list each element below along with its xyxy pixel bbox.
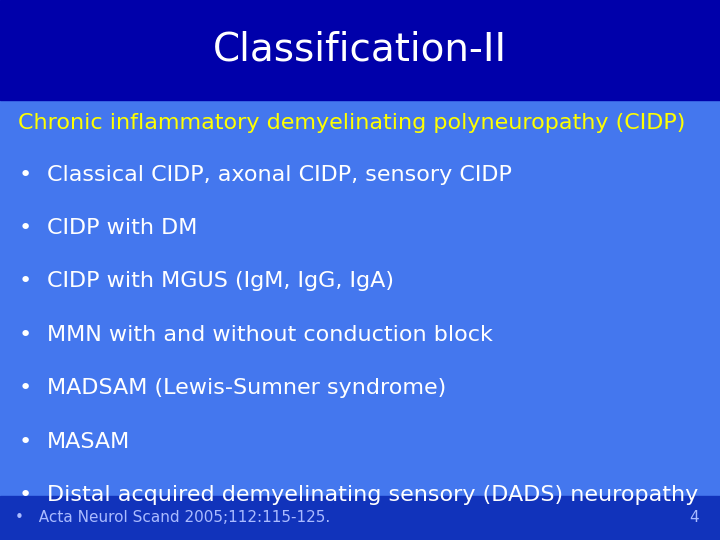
Text: Distal acquired demyelinating sensory (DADS) neuropathy: Distal acquired demyelinating sensory (D… <box>47 485 698 505</box>
Text: •: • <box>19 165 32 185</box>
Bar <box>0 0 720 100</box>
Text: •: • <box>19 431 32 451</box>
Text: •: • <box>19 272 32 292</box>
Text: MMN with and without conduction block: MMN with and without conduction block <box>47 325 492 345</box>
Text: •: • <box>19 218 32 238</box>
Bar <box>0 496 720 540</box>
Text: Chronic inflammatory demyelinating polyneuropathy (CIDP): Chronic inflammatory demyelinating polyn… <box>18 113 685 133</box>
Text: Classification-II: Classification-II <box>213 31 507 69</box>
Text: •: • <box>19 485 32 505</box>
Text: •: • <box>19 325 32 345</box>
Text: CIDP with MGUS (IgM, IgG, IgA): CIDP with MGUS (IgM, IgG, IgA) <box>47 272 394 292</box>
Text: •: • <box>19 378 32 398</box>
Text: Acta Neurol Scand 2005;112:115-125.: Acta Neurol Scand 2005;112:115-125. <box>29 510 330 525</box>
Text: MADSAM (Lewis-Sumner syndrome): MADSAM (Lewis-Sumner syndrome) <box>47 378 446 398</box>
Text: MASAM: MASAM <box>47 431 130 451</box>
Text: 4: 4 <box>689 510 698 525</box>
Text: Classical CIDP, axonal CIDP, sensory CIDP: Classical CIDP, axonal CIDP, sensory CID… <box>47 165 512 185</box>
Text: CIDP with DM: CIDP with DM <box>47 218 197 238</box>
Text: •: • <box>14 510 23 525</box>
